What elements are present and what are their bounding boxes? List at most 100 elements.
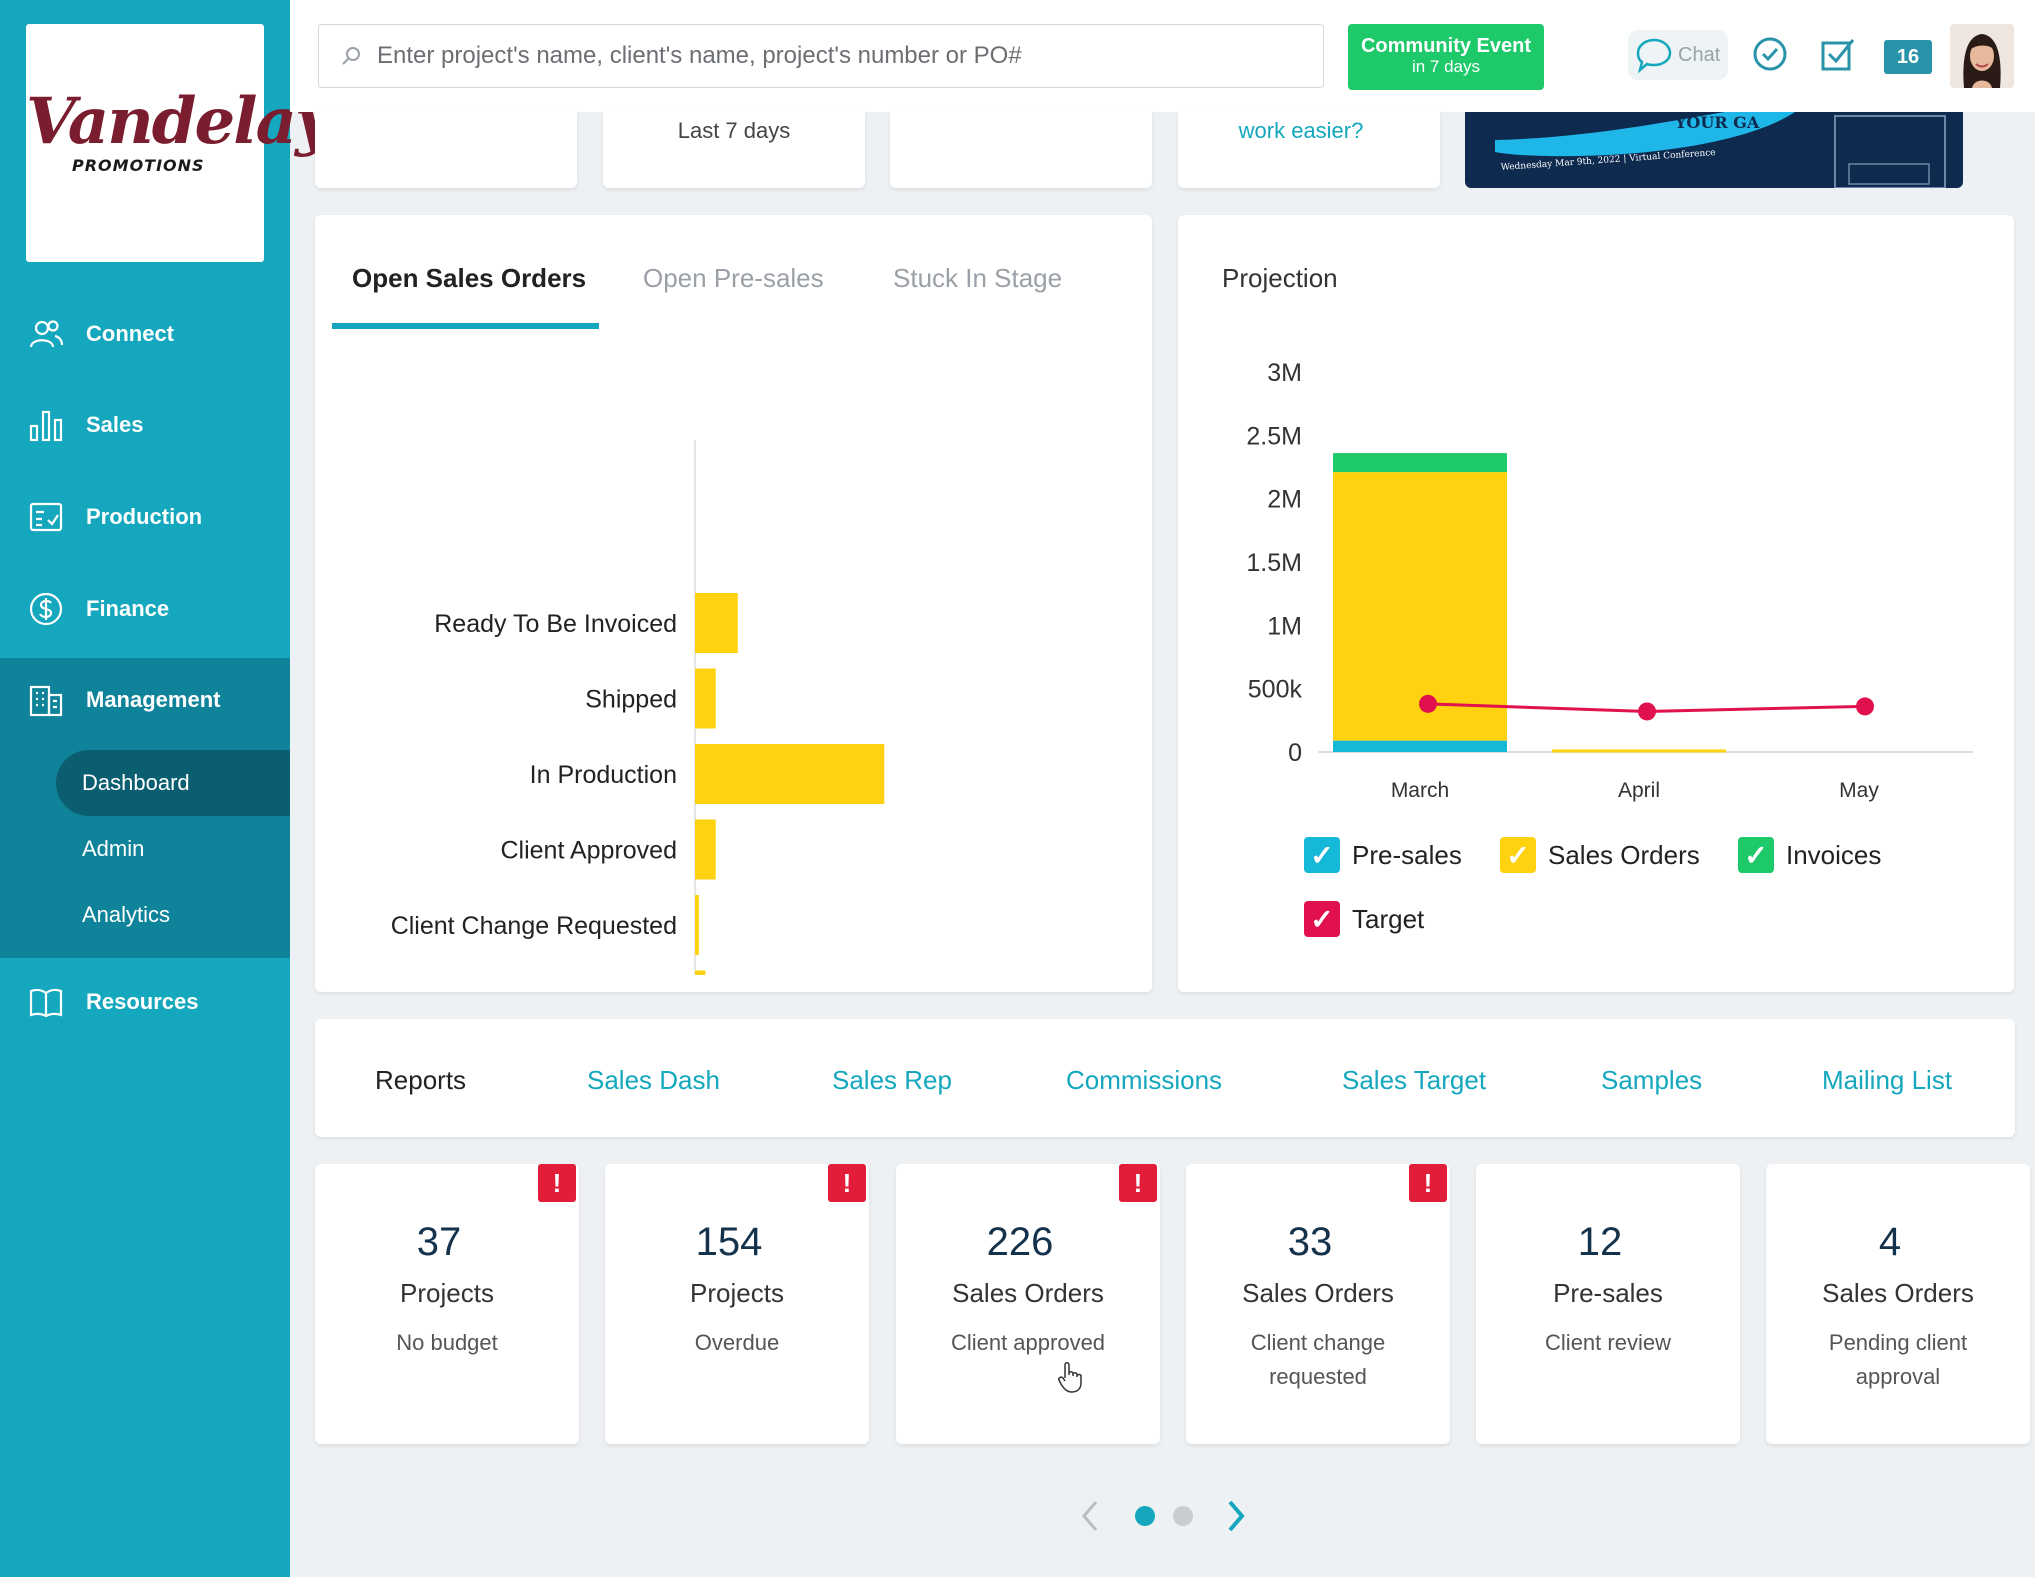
sidebar-item-resources[interactable]: Resources — [0, 972, 290, 1032]
summary-card-3[interactable] — [890, 112, 1152, 188]
summary-card-2[interactable]: Last 7 days — [603, 112, 865, 188]
dollar-icon — [28, 591, 64, 627]
report-link-sales-dash[interactable]: Sales Dash — [587, 1065, 720, 1095]
task-checkbox-icon[interactable] — [1818, 34, 1858, 74]
building-icon — [28, 682, 64, 718]
stat-card[interactable]: 4 Sales Orders Pending client approval — [1766, 1164, 2030, 1444]
sidebar-subitem-analytics[interactable]: Analytics — [82, 902, 171, 927]
tab-open-pre-sales[interactable]: Open Pre-sales — [643, 263, 824, 293]
sidebar-item-sales[interactable]: Sales — [0, 395, 290, 455]
stat-card[interactable]: ! 226 Sales Orders Client approved — [896, 1164, 1160, 1444]
banner-graphic: YOUR GA Wednesday Mar 9th, 2022 | Virtua… — [1465, 112, 1946, 188]
summary-card-1[interactable] — [315, 112, 577, 188]
search-input[interactable] — [377, 42, 1277, 70]
y-tick-label: 3M — [1267, 359, 1302, 387]
stat-number: 12 — [1577, 1220, 1623, 1264]
target-point[interactable] — [1856, 697, 1874, 716]
company-logo[interactable]: Vandelay PROMOTIONS — [26, 24, 332, 262]
reports-nav: Reports Sales Dash Sales Rep Commissions… — [315, 1019, 2015, 1137]
tab-open-sales-orders[interactable]: Open Sales Orders — [352, 263, 587, 293]
stat-card[interactable]: ! 154 Projects Overdue — [605, 1164, 869, 1444]
stat-number: 226 — [986, 1220, 1054, 1264]
sidebar-item-production[interactable]: Production — [0, 487, 290, 547]
bar-category-label: Client Change Requested — [391, 912, 677, 940]
sidebar-item-finance[interactable]: Finance — [0, 579, 290, 639]
alert-icon: ! — [828, 1164, 866, 1202]
logo-sub-text: PROMOTIONS — [72, 156, 205, 175]
sidebar: Vandelay PROMOTIONS Connect Sales Produc… — [0, 0, 332, 1577]
sidebar-item-label: Sales — [86, 412, 144, 437]
projection-stacked-chart: 0 500k 1M 1.5M 2M 2.5M 3M March April May — [1246, 359, 1973, 802]
tab-stuck-in-stage[interactable]: Stuck In Stage — [893, 263, 1063, 293]
stat-number: 4 — [1878, 1220, 1902, 1264]
summary-card-4[interactable]: work easier? — [1178, 112, 1440, 188]
bar-in-production[interactable] — [695, 744, 885, 804]
management-section: Management Dashboard Admin Analytics — [0, 658, 290, 958]
legend-target[interactable]: ✓ Target — [1304, 901, 1424, 937]
bar-client-change-requested[interactable] — [695, 895, 699, 955]
sidebar-item-management[interactable]: Management — [0, 670, 290, 730]
target-point[interactable] — [1638, 702, 1656, 721]
open-sales-orders-bar-chart: Ready To Be Invoiced Shipped In Production… — [391, 440, 885, 976]
user-avatar[interactable] — [1950, 24, 2014, 88]
report-link-sales-target[interactable]: Sales Target — [1342, 1065, 1487, 1095]
open-sales-orders-panel: Open Sales Orders Open Pre-sales Stuck I… — [315, 215, 1152, 992]
legend-label: Invoices — [1786, 839, 1882, 870]
legend-pre-sales[interactable]: ✓ Pre-sales — [1304, 837, 1462, 873]
sidebar-item-label: Finance — [86, 596, 170, 621]
stat-card[interactable]: ! 37 Projects No budget — [315, 1164, 579, 1444]
legend-sales-orders[interactable]: ✓ Sales Orders — [1500, 837, 1700, 873]
bar-ready-to-be-invoiced[interactable] — [695, 593, 738, 653]
bar-shipped[interactable] — [695, 668, 716, 729]
stack-invoices-march[interactable] — [1333, 453, 1507, 473]
book-icon — [28, 984, 64, 1020]
event-banner[interactable]: YOUR GA Wednesday Mar 9th, 2022 | Virtua… — [1465, 112, 1963, 188]
chevron-right-icon[interactable] — [1228, 1500, 1245, 1532]
y-tick-label: 1.5M — [1246, 549, 1302, 577]
stack-sales-orders-april[interactable] — [1552, 749, 1726, 753]
report-link-samples[interactable]: Samples — [1601, 1065, 1703, 1095]
report-link-commissions[interactable]: Commissions — [1066, 1065, 1223, 1095]
target-point[interactable] — [1419, 694, 1437, 713]
projection-panel: Projection 0 500k 1M 1.5M 2M 2.5M 3M March April… — [1178, 215, 2014, 992]
notification-badge[interactable]: 16 — [1884, 40, 1932, 74]
search-icon — [342, 47, 360, 65]
sidebar-subitem-dashboard[interactable]: Dashboard — [56, 750, 290, 816]
stack-sales-orders-march[interactable] — [1333, 472, 1507, 741]
pager-dot-active[interactable] — [1135, 1506, 1155, 1526]
legend-label: Target — [1352, 903, 1425, 934]
chevron-left-icon[interactable] — [1082, 1501, 1098, 1531]
y-tick-label: 2M — [1267, 486, 1302, 514]
stat-label: Sales Orders — [952, 1278, 1104, 1308]
event-countdown: in 7 days — [1411, 57, 1481, 76]
pager-dot[interactable] — [1173, 1506, 1193, 1526]
bar-client-approved[interactable] — [695, 819, 716, 880]
stat-card[interactable]: ! 33 Sales Orders Client change requeste… — [1186, 1164, 1450, 1444]
bar-category-label: Shipped — [585, 686, 677, 714]
summary-card-link[interactable]: work easier? — [1238, 118, 1364, 143]
avatar-portrait-icon — [1950, 24, 2014, 88]
logo-main-text: Vandelay — [26, 84, 332, 159]
sidebar-item-label: Resources — [86, 989, 199, 1014]
report-link-sales-rep[interactable]: Sales Rep — [832, 1065, 952, 1095]
stat-card[interactable]: 12 Pre-sales Client review — [1476, 1164, 1740, 1444]
report-link-mailing-list[interactable]: Mailing List — [1822, 1065, 1953, 1095]
event-title: Community Event — [1360, 35, 1532, 57]
community-event-button[interactable]: Community Event in 7 days — [1348, 24, 1544, 90]
stat-sublabel: Client approved — [950, 1330, 1106, 1355]
sidebar-item-label: Production — [86, 504, 203, 529]
legend-invoices[interactable]: ✓ Invoices — [1738, 837, 1881, 873]
stack-pre-sales-march[interactable] — [1333, 740, 1507, 752]
stat-label: Pre-sales — [1553, 1278, 1663, 1308]
stat-label: Projects — [400, 1278, 494, 1308]
search-box — [318, 24, 1324, 88]
chat-button[interactable]: Chat — [1628, 30, 1728, 80]
sidebar-item-connect[interactable]: Connect — [0, 304, 290, 364]
stat-sublabel: No budget — [396, 1330, 498, 1355]
clock-check-icon[interactable] — [1750, 34, 1790, 74]
x-tick-label: May — [1839, 779, 1879, 802]
banner-top-text: YOUR GA — [1674, 113, 1760, 132]
sidebar-subitem-admin[interactable]: Admin — [82, 836, 145, 861]
bar-pending-client-approval[interactable] — [695, 970, 706, 976]
stat-number: 37 — [416, 1220, 462, 1264]
